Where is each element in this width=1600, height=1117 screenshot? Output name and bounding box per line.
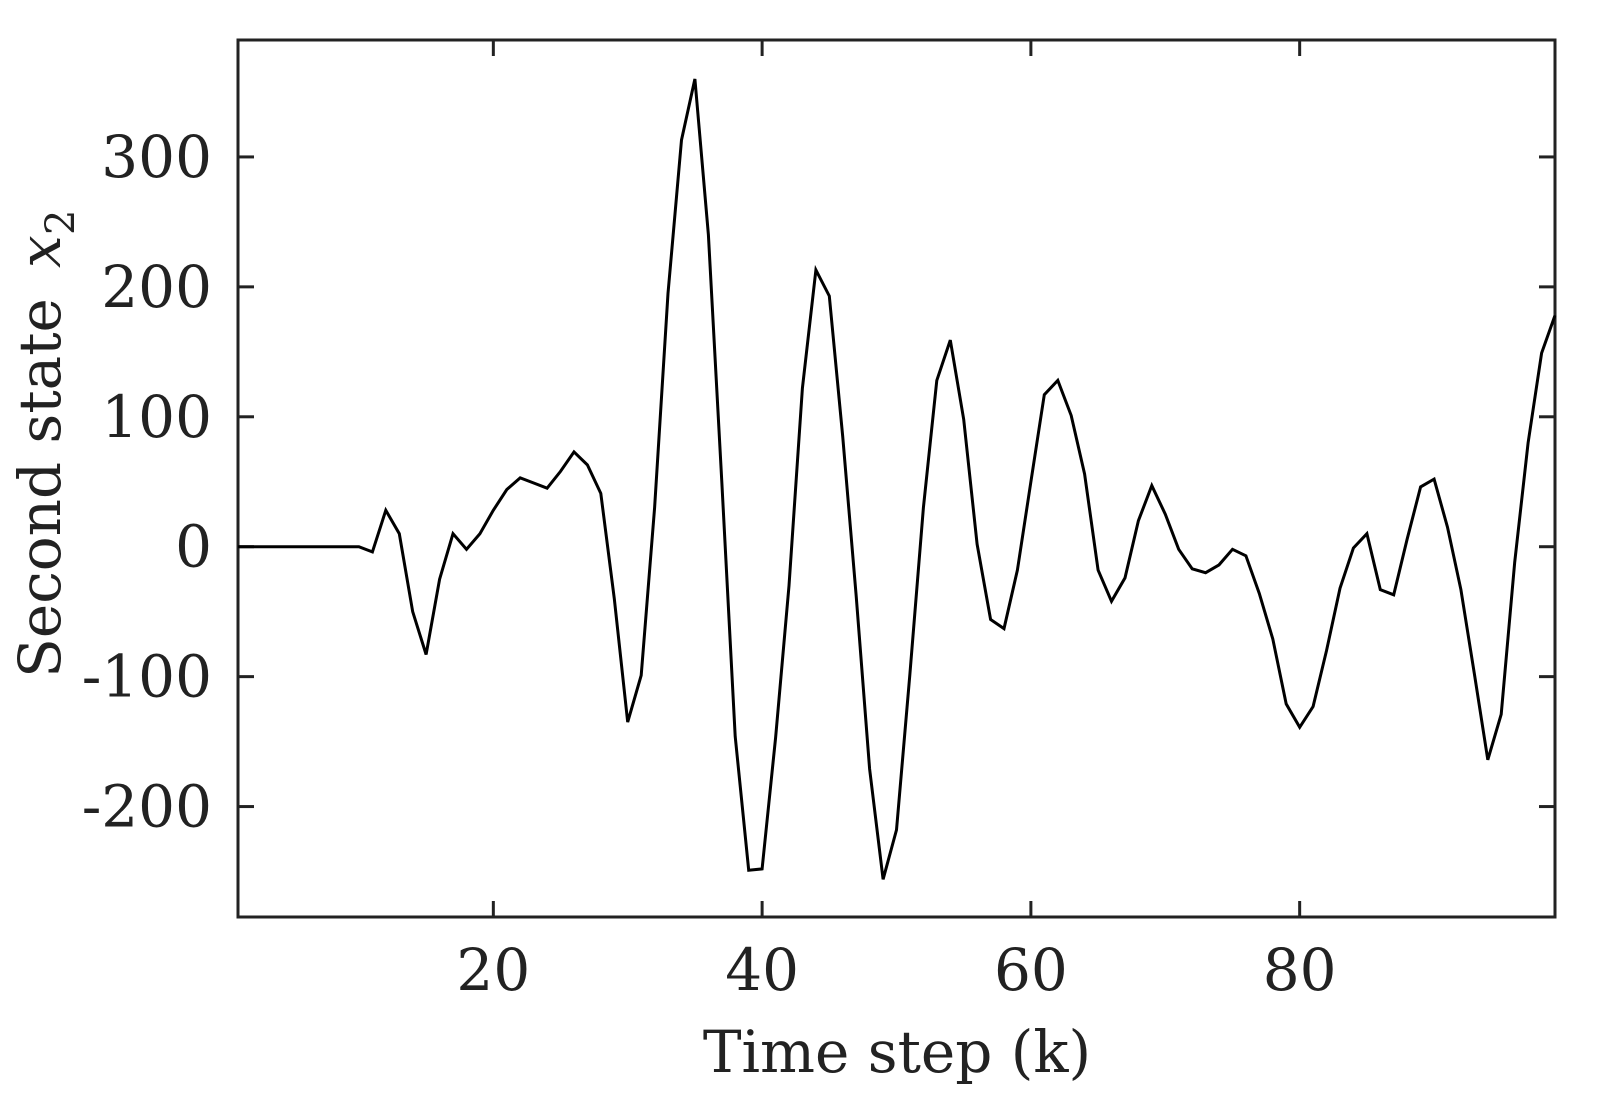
- x-tick-label: 80: [1263, 936, 1337, 1004]
- x-tick-label: 40: [725, 936, 799, 1004]
- y-tick-label: -200: [82, 773, 212, 841]
- x-tick-label: 20: [456, 936, 530, 1004]
- chart-marks: 20 40 60 80 -200 -100 0 100 200 300: [82, 38, 1557, 1004]
- y-tick-label: -100: [82, 643, 212, 711]
- y-tick-label: 300: [101, 123, 212, 191]
- y-axis-subscript: 2: [38, 210, 84, 235]
- x-tick-label: 60: [994, 936, 1068, 1004]
- y-axis-label: Second state: [6, 298, 74, 678]
- series-line: [238, 78, 1557, 880]
- x-axis-label: Time step (k): [703, 1018, 1091, 1086]
- plot-frame: [236, 38, 1557, 919]
- y-axis-label-group: Second state x 2: [6, 210, 84, 678]
- y-tick-label: 200: [101, 253, 212, 321]
- y-axis-symbol: x: [6, 235, 74, 268]
- y-tick-label: 0: [175, 513, 212, 581]
- y-tick-label: 100: [101, 383, 212, 451]
